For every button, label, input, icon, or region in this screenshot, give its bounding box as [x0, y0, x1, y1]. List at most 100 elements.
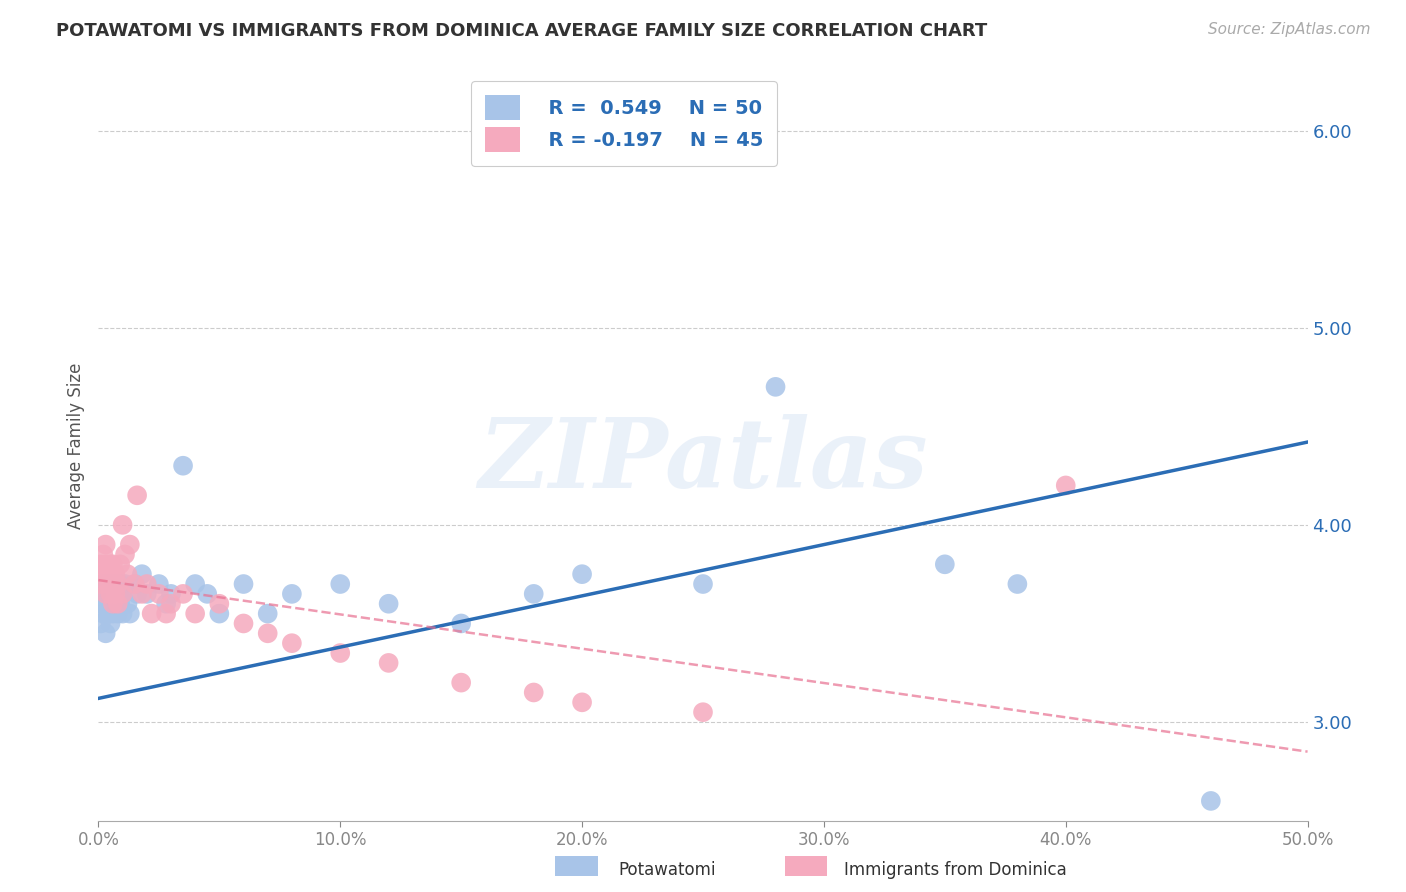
Point — [108, 597, 131, 611]
Point — [118, 607, 141, 621]
Point — [101, 558, 124, 572]
Text: Source: ZipAtlas.com: Source: ZipAtlas.com — [1208, 22, 1371, 37]
Point — [256, 626, 278, 640]
Point — [97, 577, 120, 591]
Point — [160, 587, 183, 601]
Point — [208, 597, 231, 611]
Point — [281, 587, 304, 601]
Point — [571, 695, 593, 709]
Point — [97, 567, 120, 582]
Point — [1199, 794, 1222, 808]
Point — [523, 587, 546, 601]
Point — [94, 626, 117, 640]
Point — [135, 577, 157, 591]
Point — [934, 558, 956, 572]
Point — [765, 380, 787, 394]
Legend:   R =  0.549    N = 50,   R = -0.197    N = 45: R = 0.549 N = 50, R = -0.197 N = 45 — [471, 81, 778, 166]
Point — [90, 616, 112, 631]
Point — [172, 458, 194, 473]
Point — [232, 616, 254, 631]
Point — [100, 587, 122, 601]
Point — [127, 587, 149, 601]
Point — [91, 548, 114, 562]
Point — [100, 577, 122, 591]
Point — [94, 587, 117, 601]
Point — [523, 685, 546, 699]
Point — [117, 567, 139, 582]
Point — [107, 577, 129, 591]
Point — [97, 577, 120, 591]
Point — [108, 577, 131, 591]
Point — [127, 488, 149, 502]
Point — [100, 616, 122, 631]
Point — [692, 577, 714, 591]
Point — [155, 597, 177, 611]
Point — [94, 538, 117, 552]
Point — [101, 587, 124, 601]
Y-axis label: Average Family Size: Average Family Size — [66, 363, 84, 529]
Point — [148, 587, 170, 601]
Point — [104, 567, 127, 582]
Point — [118, 538, 141, 552]
Point — [90, 558, 112, 572]
Point — [1007, 577, 1029, 591]
Text: Immigrants from Dominica: Immigrants from Dominica — [844, 861, 1066, 879]
Point — [184, 607, 207, 621]
Point — [90, 597, 112, 611]
Point — [91, 577, 114, 591]
Point — [101, 597, 124, 611]
Point — [104, 597, 127, 611]
Point — [450, 675, 472, 690]
Point — [117, 597, 139, 611]
Text: POTAWATOMI VS IMMIGRANTS FROM DOMINICA AVERAGE FAMILY SIZE CORRELATION CHART: POTAWATOMI VS IMMIGRANTS FROM DOMINICA A… — [56, 22, 987, 40]
Point — [91, 567, 114, 582]
Point — [141, 607, 163, 621]
Point — [329, 577, 352, 591]
Point — [148, 577, 170, 591]
Point — [692, 705, 714, 719]
Point — [131, 567, 153, 582]
Point — [208, 607, 231, 621]
Text: Potawatomi: Potawatomi — [619, 861, 716, 879]
Point — [377, 597, 399, 611]
Point — [94, 587, 117, 601]
Point — [131, 587, 153, 601]
Point — [172, 587, 194, 601]
Point — [104, 587, 127, 601]
Point — [101, 597, 124, 611]
Point — [111, 587, 134, 601]
Point — [155, 607, 177, 621]
Point — [107, 587, 129, 601]
Point — [1054, 478, 1077, 492]
Point — [94, 597, 117, 611]
Point — [111, 517, 134, 532]
Point — [114, 577, 136, 591]
Point — [107, 607, 129, 621]
Point — [94, 558, 117, 572]
Point — [100, 558, 122, 572]
Point — [101, 607, 124, 621]
Point — [90, 577, 112, 591]
Point — [124, 577, 146, 591]
Point — [104, 577, 127, 591]
Point — [111, 607, 134, 621]
Point — [114, 548, 136, 562]
Point — [107, 597, 129, 611]
Text: ZIPatlas: ZIPatlas — [478, 414, 928, 508]
Point — [256, 607, 278, 621]
Point — [97, 607, 120, 621]
Point — [232, 577, 254, 591]
Point — [184, 577, 207, 591]
Point — [450, 616, 472, 631]
Point — [571, 567, 593, 582]
Point — [124, 577, 146, 591]
Point — [377, 656, 399, 670]
Point — [195, 587, 218, 601]
Point — [160, 597, 183, 611]
Point — [108, 558, 131, 572]
Point — [91, 607, 114, 621]
Point — [100, 567, 122, 582]
Point — [100, 587, 122, 601]
Point — [281, 636, 304, 650]
Point — [329, 646, 352, 660]
